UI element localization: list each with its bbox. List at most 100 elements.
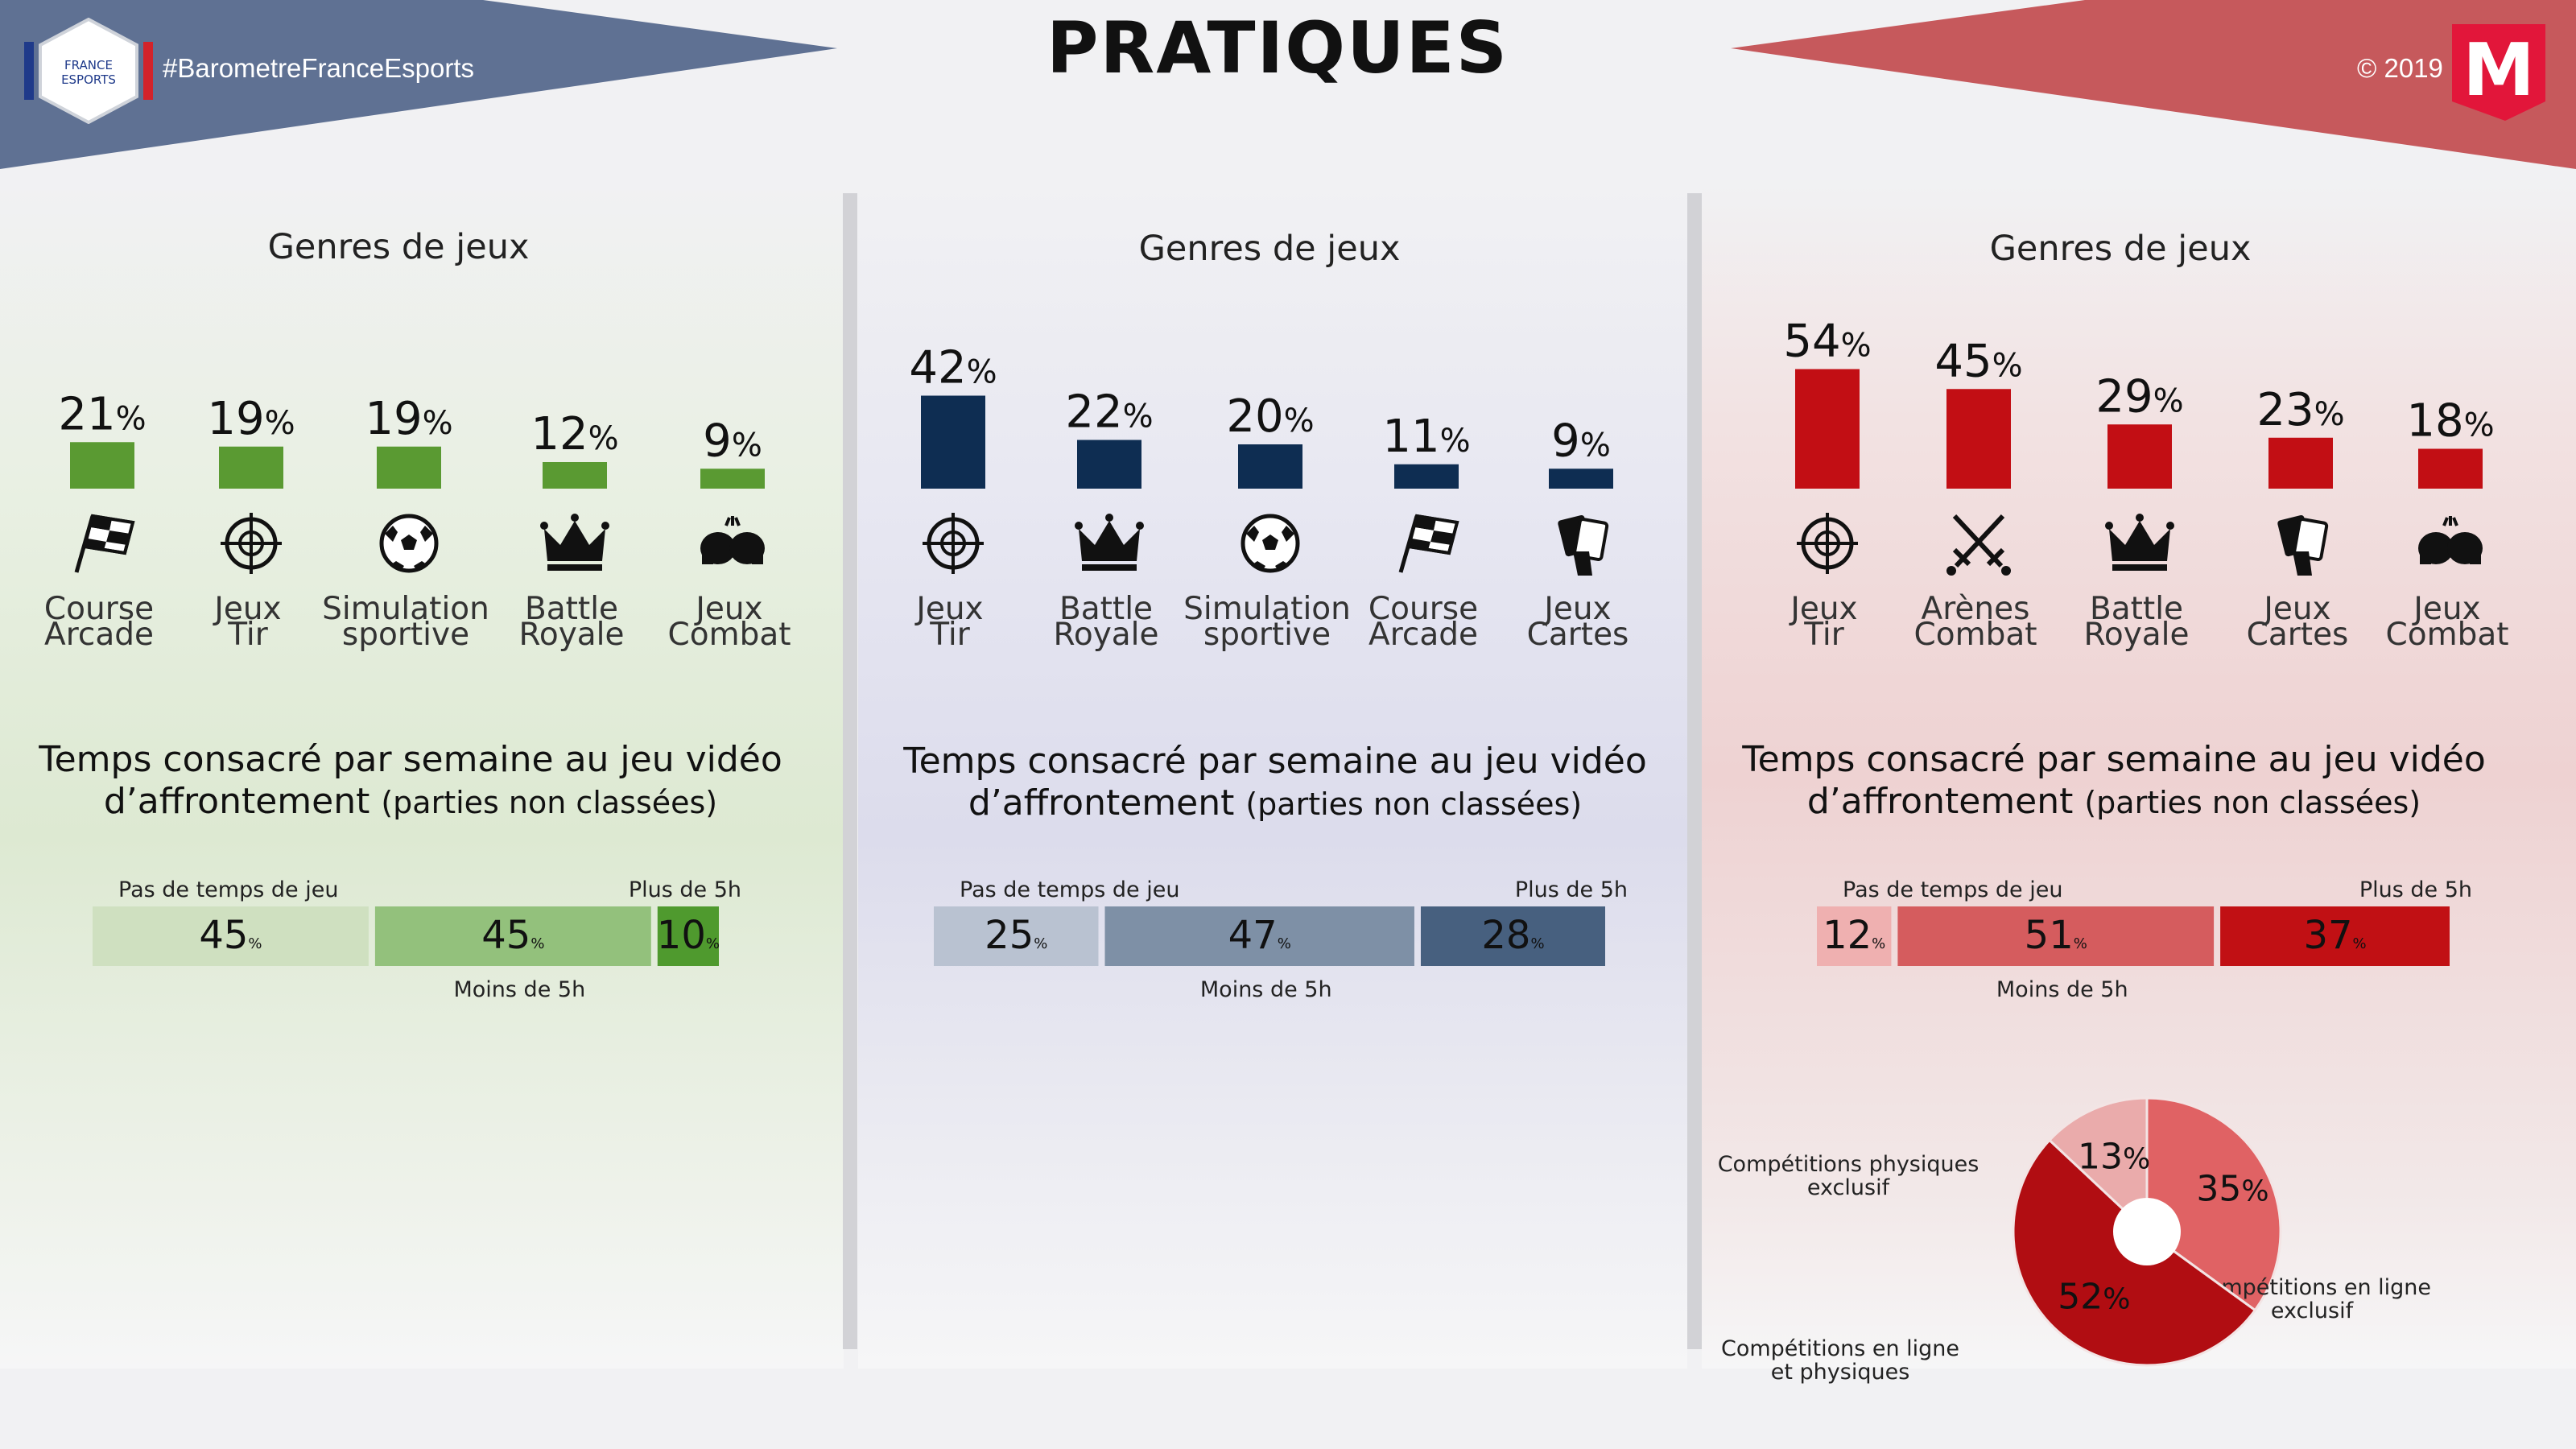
time-label-less: Moins de 5h	[1996, 977, 2128, 1002]
hashtag-text: #BarometreFranceEsports	[163, 53, 474, 83]
genre-bar	[2418, 448, 2483, 489]
soccer-ball-icon	[379, 514, 439, 573]
time-segment	[2220, 906, 2450, 966]
genre-category-label: Jeux	[1542, 591, 1611, 627]
time-segment	[1104, 906, 1414, 966]
genre-category-label: sportive	[1203, 617, 1331, 653]
genre-bar	[1394, 464, 1459, 489]
time-label-none: Pas de temps de jeu	[1843, 877, 2062, 902]
genre-bar	[1238, 444, 1302, 489]
genre-category-label: Combat	[1913, 617, 2037, 653]
copyright-text: © 2019	[2357, 53, 2443, 83]
genre-bar	[1795, 369, 1860, 489]
crosshair-icon	[221, 513, 282, 574]
genre-category-label: Tir	[929, 617, 970, 653]
right-banner	[1731, 0, 2576, 169]
soccer-ball-icon	[1241, 514, 1300, 573]
pie-slice-value: 13%	[2078, 1137, 2150, 1178]
pie-slice	[2145, 1096, 2282, 1312]
genre-value-label: 20%	[1226, 390, 1314, 443]
pie-slice-label: Compétitions physiques	[1718, 1152, 1979, 1177]
time-chart-title: Temps consacré par semaine au jeu vidéo …	[1695, 739, 2533, 824]
time-segment	[1420, 906, 1605, 966]
checkered-flag-icon	[1398, 514, 1459, 573]
pie-slice-label: exclusif	[1807, 1175, 1891, 1200]
time-segment	[657, 906, 719, 966]
genre-category-label: Cartes	[2247, 617, 2349, 653]
time-stacked-bar: 45% 45% 10% Pas de temps de jeu Plus de 5h Mo…	[93, 877, 741, 1002]
crosshair-icon	[923, 513, 984, 574]
genres-chart: 42%JeuxTir22%BattleRoyale20%Simulationsp…	[909, 342, 1629, 654]
boxing-gloves-icon	[700, 516, 765, 564]
genre-category-label: Arènes	[1922, 591, 2030, 627]
genre-bar	[1946, 389, 2011, 489]
genres-chart: 54%JeuxTir45%ArènesCombat29%BattleRoyale…	[1783, 316, 2508, 654]
column-competitors: Genres de jeux 54% Jeux Tir 45% Arènes Combat…	[1702, 0, 2539, 1449]
time-title-note: (parties non classées)	[2084, 785, 2421, 820]
genre-value-label: 9%	[1551, 415, 1611, 467]
genres-title: Genres de jeux	[1138, 229, 1401, 269]
genre-category-label: Jeux	[2261, 591, 2330, 627]
pie-slice-label: Compétitions en ligne	[1721, 1336, 1959, 1361]
genre-category-label: Jeux	[914, 591, 983, 627]
genre-value-label: 22%	[1065, 386, 1153, 439]
playing-cards-icon	[2277, 514, 2329, 576]
m-logo: M	[2452, 24, 2545, 121]
time-chart-title: Temps consacré par semaine au jeu vidéo …	[0, 739, 829, 824]
donut-hole	[2113, 1198, 2181, 1265]
genres-title: Genres de jeux	[267, 227, 530, 267]
genre-bar	[2268, 437, 2333, 489]
genre-value-label: 21%	[58, 388, 146, 440]
genre-category-label: Combat	[667, 617, 791, 653]
column-divider	[1687, 193, 1702, 1349]
genre-value-label: 29%	[2095, 370, 2183, 423]
crossed-swords-icon	[1946, 514, 2011, 576]
genre-category-label: Arcade	[44, 617, 154, 653]
time-stacked-bar: 12% 51% 37% Pas de temps de jeu Plus de 5h Mo…	[1817, 877, 2472, 1002]
time-segment-value: 10%	[657, 913, 720, 958]
time-title-main: d’affrontement	[1806, 781, 2074, 822]
time-label-none: Pas de temps de jeu	[118, 877, 338, 902]
genre-category-label: Royale	[1053, 617, 1158, 653]
time-label-none: Pas de temps de jeu	[960, 877, 1179, 902]
genre-bar	[700, 469, 765, 489]
genre-category-label: Combat	[2385, 617, 2508, 653]
checkered-flag-icon	[74, 514, 135, 573]
time-segment-value: 12%	[1823, 913, 1885, 958]
time-segment	[93, 906, 369, 966]
time-chart-title: Temps consacré par semaine au jeu vidéo …	[857, 741, 1694, 825]
time-title-note: (parties non classées)	[381, 785, 718, 820]
time-segment	[1897, 906, 2215, 966]
boxing-gloves-icon	[2418, 516, 2483, 564]
time-segment-value: 51%	[2025, 913, 2087, 958]
svg-text:FRANCE: FRANCE	[64, 58, 113, 72]
genre-category-label: Battle	[1059, 591, 1153, 627]
genre-bar	[1077, 440, 1141, 489]
time-segment-value: 47%	[1228, 913, 1291, 958]
pie-slice-label: et physiques	[1771, 1360, 1910, 1385]
time-label-more: Plus de 5h	[1515, 877, 1628, 902]
genre-bar	[219, 446, 283, 489]
left-banner	[0, 0, 837, 169]
pie-slice	[2047, 1096, 2149, 1235]
genre-bar	[377, 446, 441, 489]
france-esports-logo: FRANCE ESPORTS	[24, 18, 153, 124]
genre-value-label: 18%	[2406, 395, 2494, 448]
time-title-note: (parties non classées)	[1245, 786, 1583, 822]
genre-category-label: Cartes	[1527, 617, 1629, 653]
genre-category-label: Royale	[2083, 617, 2189, 653]
genre-category-label: Jeux	[2411, 591, 2480, 627]
genre-value-label: 9%	[703, 415, 762, 467]
time-title-line1: Temps consacré par semaine au jeu vidéo	[1742, 739, 2486, 780]
genre-category-label: Jeux	[1788, 591, 1857, 627]
genre-value-label: 42%	[909, 342, 997, 394]
playing-cards-icon	[1558, 514, 1609, 576]
genre-category-label: Simulation	[322, 591, 489, 627]
column-esports-fans: Genres de jeux 21% Course Arcade 19% Jeux Tir…	[0, 0, 837, 1449]
crown-icon	[1075, 514, 1144, 571]
svg-text:M: M	[2462, 28, 2535, 113]
genre-category-label: Jeux	[212, 591, 281, 627]
crosshair-icon	[1797, 513, 1858, 574]
genre-category-label: Royale	[518, 617, 624, 653]
genre-value-label: 11%	[1382, 411, 1470, 463]
